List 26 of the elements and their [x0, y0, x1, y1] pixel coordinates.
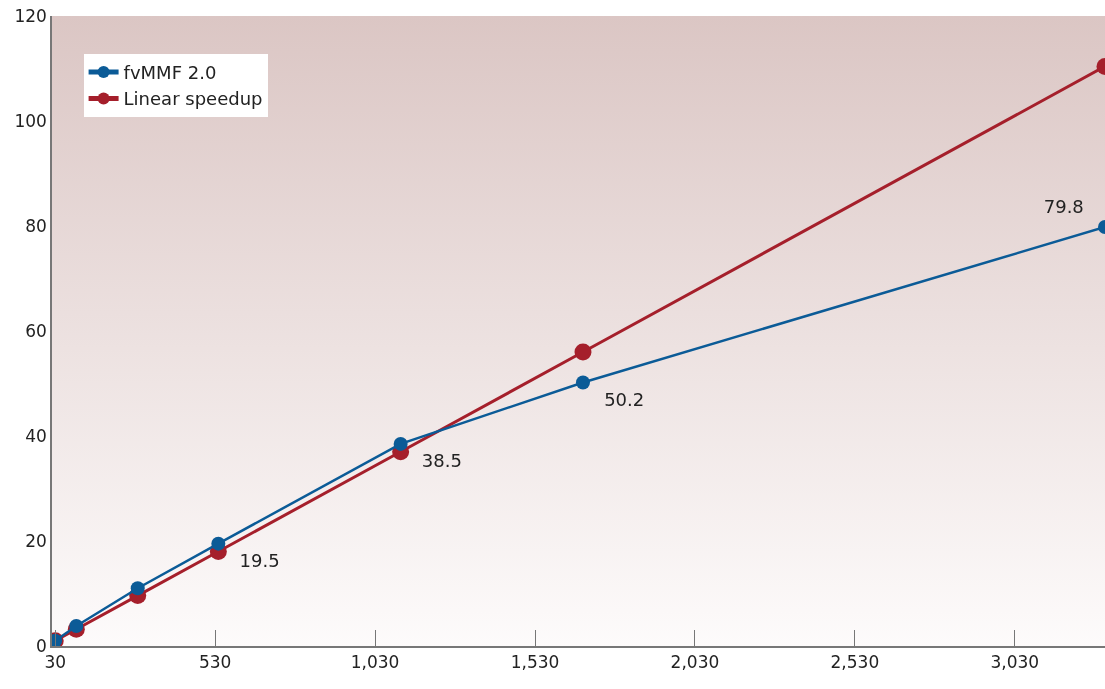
legend-label: Linear speedup — [123, 88, 263, 110]
y-tick-label: 0 — [36, 635, 47, 656]
point — [575, 375, 590, 390]
point — [574, 343, 592, 361]
point — [130, 581, 145, 596]
y-tick-label: 80 — [25, 215, 47, 236]
x-tick-label: 2,530 — [830, 652, 880, 673]
point — [211, 536, 226, 551]
data-label: 79.8 — [1032, 195, 1096, 217]
x-tick-label: 30 — [44, 652, 67, 673]
x-tick-label: 530 — [198, 652, 232, 673]
point — [69, 619, 84, 634]
data-label: 50.2 — [592, 388, 656, 410]
y-tick-label: 60 — [25, 320, 47, 341]
y-tick-label: 40 — [25, 425, 47, 446]
legend-label: fvMMF 2.0 — [123, 62, 217, 84]
data-label: 38.5 — [410, 450, 474, 472]
x-tick-label: 2,030 — [670, 652, 720, 673]
x-tick-label: 1,030 — [350, 652, 400, 673]
y-tick-label: 20 — [25, 530, 47, 551]
y-tick-label: 120 — [14, 5, 47, 26]
x-tick-label: 1,530 — [510, 652, 560, 673]
data-label: 19.5 — [228, 549, 292, 571]
y-tick-label: 100 — [14, 110, 47, 131]
x-tick-label: 3,030 — [990, 652, 1040, 673]
point — [393, 436, 408, 451]
